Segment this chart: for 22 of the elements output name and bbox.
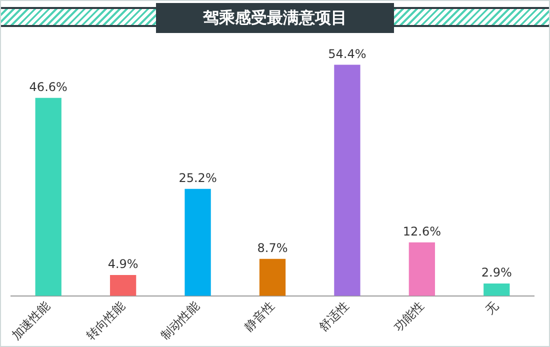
x-tick-label: 无 [482, 298, 502, 317]
data-label: 8.7% [257, 241, 288, 256]
chart-title: 驾乘感受最满意项目 [156, 3, 394, 33]
x-tick-label: 制动性能 [158, 298, 202, 342]
bar [484, 284, 510, 296]
bar [35, 98, 62, 296]
x-tick-label: 功能性 [391, 298, 426, 334]
x-tick-label: 加速性能 [8, 298, 53, 342]
bar [334, 64, 360, 296]
x-tick-label: 静音性 [242, 298, 277, 334]
bar [184, 188, 211, 296]
bar [110, 275, 136, 296]
bar [259, 258, 286, 296]
x-tick-label: 舒适性 [316, 298, 352, 334]
data-label: 25.2% [178, 170, 217, 185]
data-label: 54.4% [328, 46, 366, 61]
data-label: 4.9% [108, 257, 138, 272]
bar [408, 242, 436, 296]
data-label: 2.9% [481, 266, 512, 280]
data-label: 46.6% [29, 80, 68, 94]
data-label: 12.6% [402, 224, 441, 238]
x-tick-label: 转向性能 [84, 298, 128, 342]
